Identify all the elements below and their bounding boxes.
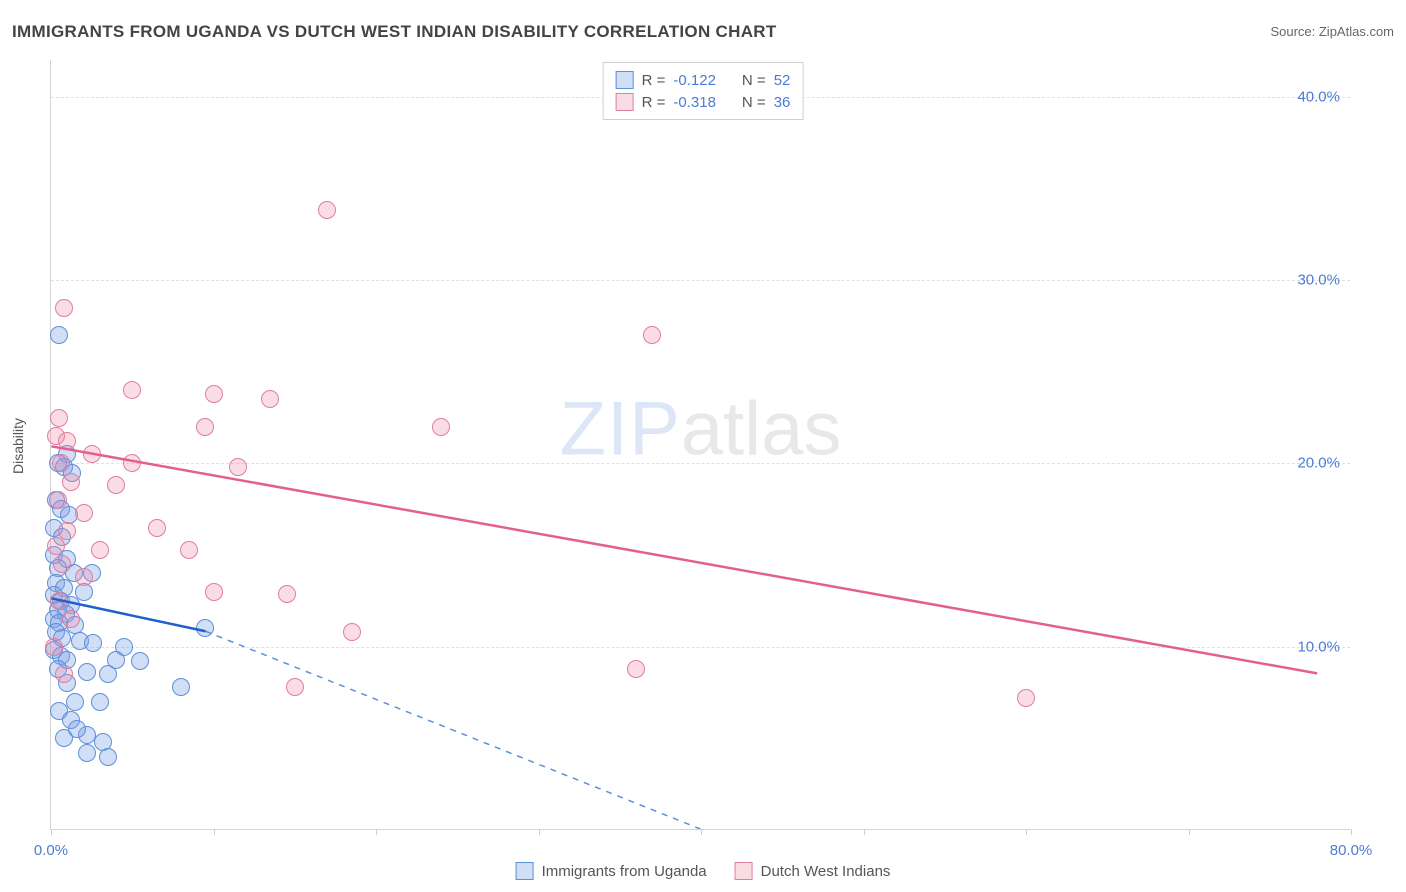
scatter-point <box>66 693 84 711</box>
x-tick-mark <box>51 829 52 835</box>
y-tick-label: 10.0% <box>1297 638 1340 655</box>
scatter-point <box>261 390 279 408</box>
x-tick-label: 0.0% <box>34 842 68 859</box>
legend-series-item: Immigrants from Uganda <box>516 862 707 880</box>
x-tick-label: 80.0% <box>1330 842 1373 859</box>
scatter-point <box>318 201 336 219</box>
scatter-point <box>78 663 96 681</box>
watermark-atlas: atlas <box>681 387 842 472</box>
legend-swatch <box>616 93 634 111</box>
scatter-point <box>278 585 296 603</box>
scatter-point <box>123 454 141 472</box>
trend-line <box>51 446 1317 673</box>
legend-swatch <box>516 862 534 880</box>
scatter-point <box>55 665 73 683</box>
scatter-point <box>343 623 361 641</box>
scatter-point <box>91 541 109 559</box>
scatter-point <box>53 555 71 573</box>
legend-n-label: N = <box>742 94 766 111</box>
watermark-zip: ZIP <box>560 387 681 472</box>
legend-swatch <box>616 71 634 89</box>
legend-series: Immigrants from Uganda Dutch West Indians <box>516 862 891 880</box>
scatter-point <box>172 678 190 696</box>
x-tick-mark <box>1026 829 1027 835</box>
legend-n-value: 36 <box>774 94 791 111</box>
scatter-point <box>131 652 149 670</box>
scatter-point <box>99 665 117 683</box>
y-axis-label: Disability <box>10 418 26 474</box>
legend-stats-row: R = -0.122 N = 52 <box>616 69 791 91</box>
gridline-h <box>51 280 1350 281</box>
x-tick-mark <box>1351 829 1352 835</box>
legend-stats-row: R = -0.318 N = 36 <box>616 91 791 113</box>
scatter-point <box>229 458 247 476</box>
legend-r-value: -0.122 <box>673 72 716 89</box>
legend-r-value: -0.318 <box>673 94 716 111</box>
scatter-point <box>49 491 67 509</box>
scatter-point <box>83 445 101 463</box>
scatter-point <box>84 634 102 652</box>
legend-n-value: 52 <box>774 72 791 89</box>
x-tick-mark <box>1189 829 1190 835</box>
scatter-point <box>123 381 141 399</box>
scatter-point <box>50 326 68 344</box>
legend-n-label: N = <box>742 72 766 89</box>
trend-lines-layer <box>51 60 1350 829</box>
scatter-point <box>62 610 80 628</box>
scatter-point <box>1017 689 1035 707</box>
legend-swatch <box>735 862 753 880</box>
scatter-point <box>432 418 450 436</box>
scatter-point <box>78 744 96 762</box>
scatter-point <box>196 619 214 637</box>
scatter-point <box>286 678 304 696</box>
x-tick-mark <box>214 829 215 835</box>
scatter-point <box>47 537 65 555</box>
scatter-point <box>68 720 86 738</box>
scatter-point <box>75 568 93 586</box>
legend-stats: R = -0.122 N = 52 R = -0.318 N = 36 <box>603 62 804 120</box>
scatter-point <box>643 326 661 344</box>
trend-line-dashed <box>206 631 701 829</box>
scatter-point <box>107 476 125 494</box>
scatter-point <box>180 541 198 559</box>
scatter-point <box>62 473 80 491</box>
scatter-point <box>55 299 73 317</box>
source-attribution: Source: ZipAtlas.com <box>1270 24 1394 39</box>
correlation-chart: IMMIGRANTS FROM UGANDA VS DUTCH WEST IND… <box>0 0 1406 892</box>
scatter-point <box>99 748 117 766</box>
x-tick-mark <box>539 829 540 835</box>
scatter-point <box>148 519 166 537</box>
chart-title: IMMIGRANTS FROM UGANDA VS DUTCH WEST IND… <box>12 22 777 42</box>
scatter-point <box>75 504 93 522</box>
scatter-point <box>45 638 63 656</box>
x-tick-mark <box>701 829 702 835</box>
y-tick-label: 20.0% <box>1297 455 1340 472</box>
gridline-h <box>51 647 1350 648</box>
y-tick-label: 30.0% <box>1297 272 1340 289</box>
scatter-point <box>91 693 109 711</box>
scatter-point <box>50 592 68 610</box>
legend-r-label: R = <box>642 72 666 89</box>
watermark: ZIPatlas <box>560 386 842 473</box>
y-tick-label: 40.0% <box>1297 88 1340 105</box>
scatter-point <box>205 583 223 601</box>
legend-series-label: Immigrants from Uganda <box>542 863 707 880</box>
scatter-point <box>52 454 70 472</box>
legend-series-label: Dutch West Indians <box>761 863 891 880</box>
scatter-point <box>205 385 223 403</box>
scatter-point <box>196 418 214 436</box>
x-tick-mark <box>864 829 865 835</box>
plot-area: ZIPatlas 10.0%20.0%30.0%40.0%0.0%80.0% <box>50 60 1350 830</box>
legend-series-item: Dutch West Indians <box>735 862 891 880</box>
scatter-point <box>58 432 76 450</box>
scatter-point <box>50 409 68 427</box>
legend-r-label: R = <box>642 94 666 111</box>
x-tick-mark <box>376 829 377 835</box>
scatter-point <box>627 660 645 678</box>
